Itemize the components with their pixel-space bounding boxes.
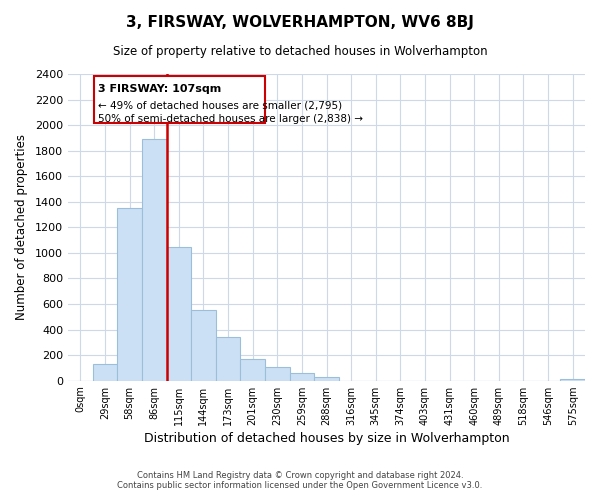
Bar bbox=[191, 310, 216, 380]
Bar bbox=[314, 377, 339, 380]
Bar bbox=[241, 359, 265, 380]
Bar bbox=[92, 364, 117, 380]
Text: Contains HM Land Registry data © Crown copyright and database right 2024.
Contai: Contains HM Land Registry data © Crown c… bbox=[118, 470, 482, 490]
Bar bbox=[142, 139, 167, 380]
Bar bbox=[216, 337, 241, 380]
Text: Size of property relative to detached houses in Wolverhampton: Size of property relative to detached ho… bbox=[113, 45, 487, 58]
Text: 3, FIRSWAY, WOLVERHAMPTON, WV6 8BJ: 3, FIRSWAY, WOLVERHAMPTON, WV6 8BJ bbox=[126, 15, 474, 30]
Text: ← 49% of detached houses are smaller (2,795): ← 49% of detached houses are smaller (2,… bbox=[98, 100, 342, 110]
Bar bbox=[290, 373, 314, 380]
Text: 3 FIRSWAY: 107sqm: 3 FIRSWAY: 107sqm bbox=[98, 84, 221, 94]
Bar bbox=[167, 246, 191, 380]
Bar bbox=[265, 366, 290, 380]
Bar bbox=[117, 208, 142, 380]
Y-axis label: Number of detached properties: Number of detached properties bbox=[15, 134, 28, 320]
FancyBboxPatch shape bbox=[94, 76, 265, 122]
Text: 50% of semi-detached houses are larger (2,838) →: 50% of semi-detached houses are larger (… bbox=[98, 114, 362, 124]
X-axis label: Distribution of detached houses by size in Wolverhampton: Distribution of detached houses by size … bbox=[144, 432, 509, 445]
